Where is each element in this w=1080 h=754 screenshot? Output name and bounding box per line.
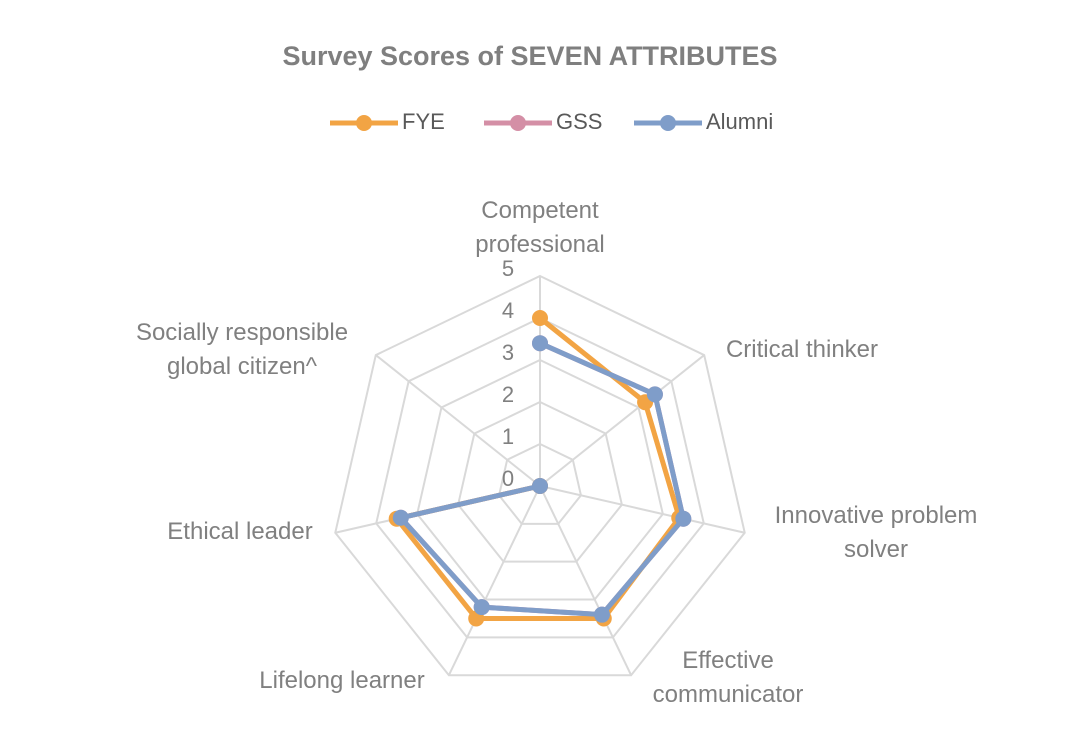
tick-label: 1 (502, 424, 514, 449)
legend-label: Alumni (706, 109, 773, 134)
spoke (375, 354, 541, 487)
category-label: Critical thinker (725, 336, 879, 363)
marker (593, 606, 610, 623)
marker (532, 478, 548, 494)
chart-title: Survey Scores of SEVEN ATTRIBUTES (282, 41, 777, 71)
tick-label: 2 (502, 382, 514, 407)
legend-label: GSS (556, 109, 602, 134)
marker (532, 335, 548, 352)
marker (646, 386, 663, 403)
legend-marker (660, 115, 676, 131)
category-label: Socially responsible global citizen^ (135, 319, 349, 380)
category-label: Lifelong learner (259, 667, 425, 694)
tick-label: 0 (502, 466, 514, 491)
grid-ring (375, 316, 705, 639)
category-label: Effective communicator (652, 647, 804, 708)
marker (532, 310, 548, 326)
legend-marker (356, 115, 372, 131)
grid-ring (334, 274, 746, 677)
grid-ring (497, 442, 583, 525)
marker (392, 509, 409, 526)
legend-label: FYE (402, 109, 445, 134)
grid-ring (457, 400, 623, 563)
spoke (447, 485, 541, 676)
tick-label: 5 (502, 256, 514, 281)
spoke (539, 485, 633, 676)
marker (675, 510, 692, 527)
marker (473, 599, 490, 616)
legend-marker (510, 115, 526, 131)
category-label: Innovative problem solver (774, 502, 978, 563)
tick-label: 3 (502, 340, 514, 365)
spoke (539, 485, 745, 534)
grid-ring (416, 358, 664, 601)
category-label: Competent professional (475, 197, 605, 258)
tick-label: 4 (502, 298, 514, 323)
category-label: Ethical leader (167, 518, 313, 545)
spoke (539, 354, 705, 487)
